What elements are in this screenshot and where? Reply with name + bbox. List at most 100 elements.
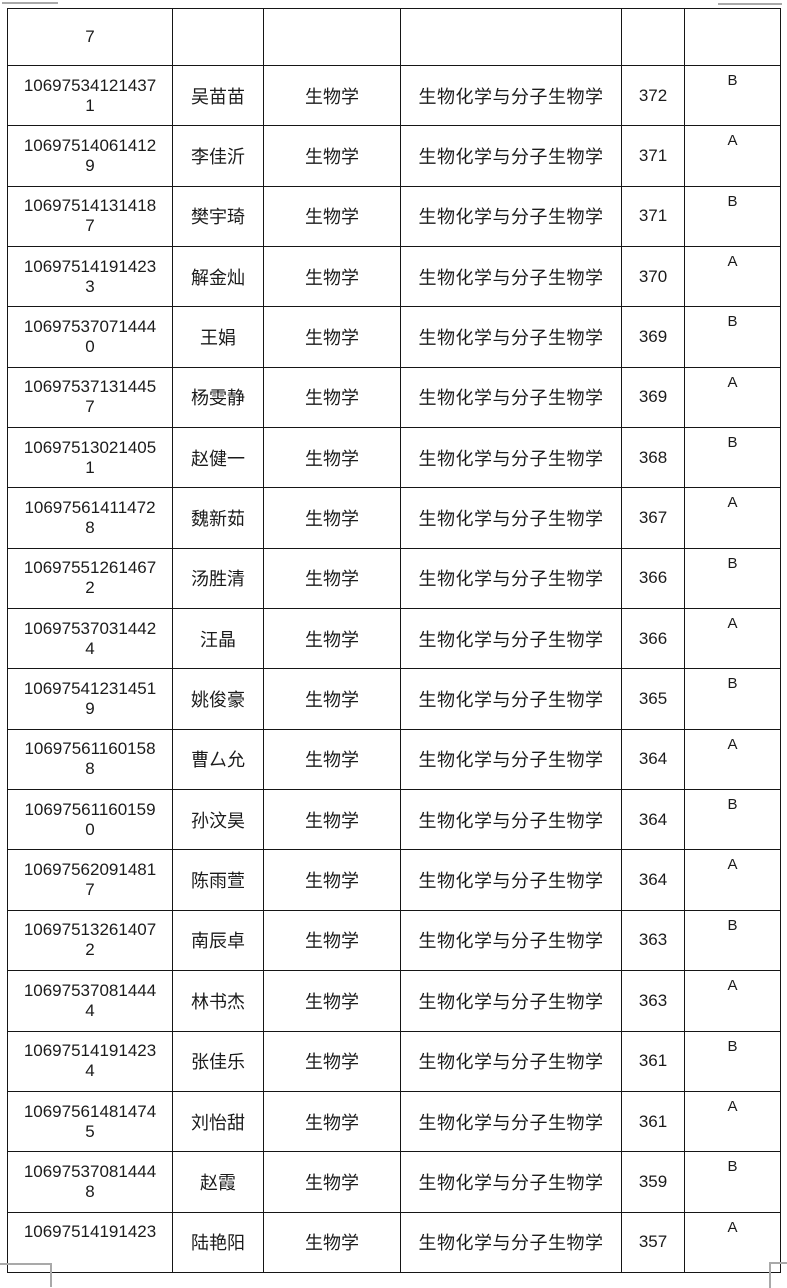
subject-cell[interactable]: 生物化学与分子生物学	[400, 1090, 622, 1153]
grade-cell[interactable]: B	[684, 64, 781, 127]
name-cell[interactable]: 南辰卓	[172, 909, 264, 972]
score-cell[interactable]: 364	[621, 728, 685, 791]
subject-cell[interactable]: 生物化学与分子生物学	[400, 909, 622, 972]
score-cell[interactable]: 364	[621, 849, 685, 911]
name-cell[interactable]: 解金灿	[172, 246, 264, 308]
student-id-cell[interactable]: 10697537081444 4	[7, 970, 173, 1032]
grade-cell[interactable]: B	[684, 185, 781, 248]
name-cell[interactable]: 樊宇琦	[172, 185, 264, 248]
score-cell[interactable]: 363	[621, 970, 685, 1032]
major-cell[interactable]: 生物学	[263, 185, 401, 248]
name-cell[interactable]: 汪晶	[172, 608, 264, 670]
student-id-cell[interactable]: 10697514191423 3	[7, 246, 173, 308]
subject-cell[interactable]: 生物化学与分子生物学	[400, 608, 622, 670]
grade-cell[interactable]: B	[684, 668, 781, 730]
name-cell[interactable]: 王娟	[172, 306, 264, 368]
selection-handle-bottom-left[interactable]	[0, 1263, 52, 1287]
score-cell[interactable]: 366	[621, 608, 685, 670]
score-cell[interactable]: 366	[621, 547, 685, 610]
grade-cell[interactable]: A	[684, 366, 781, 429]
grade-cell[interactable]: A	[684, 1211, 781, 1273]
major-cell[interactable]: 生物学	[263, 1030, 401, 1092]
grade-cell[interactable]: A	[684, 487, 781, 549]
score-cell[interactable]: 357	[621, 1211, 685, 1273]
score-cell[interactable]: 369	[621, 306, 685, 368]
subject-cell[interactable]: 生物化学与分子生物学	[400, 1151, 622, 1213]
grade-cell[interactable]: B	[684, 1151, 781, 1213]
subject-cell[interactable]: 生物化学与分子生物学	[400, 366, 622, 429]
major-cell[interactable]: 生物学	[263, 306, 401, 368]
major-cell[interactable]: 生物学	[263, 849, 401, 911]
score-cell[interactable]: 368	[621, 427, 685, 489]
subject-cell[interactable]: 生物化学与分子生物学	[400, 547, 622, 610]
grade-cell[interactable]	[684, 8, 781, 66]
grade-cell[interactable]: A	[684, 849, 781, 911]
major-cell[interactable]: 生物学	[263, 125, 401, 187]
grade-cell[interactable]: B	[684, 1030, 781, 1092]
major-cell[interactable]: 生物学	[263, 1090, 401, 1153]
grade-cell[interactable]: A	[684, 246, 781, 308]
subject-cell[interactable]: 生物化学与分子生物学	[400, 487, 622, 549]
subject-cell[interactable]: 生物化学与分子生物学	[400, 728, 622, 791]
name-cell[interactable]: 孙汶昊	[172, 789, 264, 851]
subject-cell[interactable]	[400, 8, 622, 66]
grade-cell[interactable]: A	[684, 1090, 781, 1153]
grade-cell[interactable]: B	[684, 547, 781, 610]
score-cell[interactable]: 365	[621, 668, 685, 730]
name-cell[interactable]: 曹厶允	[172, 728, 264, 791]
major-cell[interactable]: 生物学	[263, 608, 401, 670]
grade-cell[interactable]: A	[684, 608, 781, 670]
score-cell[interactable]: 363	[621, 909, 685, 972]
name-cell[interactable]	[172, 8, 264, 66]
student-id-cell[interactable]: 10697513261407 2	[7, 909, 173, 972]
student-id-cell[interactable]: 10697514131418 7	[7, 185, 173, 248]
major-cell[interactable]: 生物学	[263, 728, 401, 791]
subject-cell[interactable]: 生物化学与分子生物学	[400, 849, 622, 911]
student-id-cell[interactable]: 7	[7, 8, 173, 66]
selection-handle-top-left[interactable]	[2, 2, 58, 4]
student-id-cell[interactable]: 10697514191423	[7, 1211, 173, 1273]
name-cell[interactable]: 赵健一	[172, 427, 264, 489]
student-id-cell[interactable]: 10697562091481 7	[7, 849, 173, 911]
major-cell[interactable]: 生物学	[263, 1151, 401, 1213]
grade-cell[interactable]: A	[684, 970, 781, 1032]
score-cell[interactable]: 367	[621, 487, 685, 549]
name-cell[interactable]: 陈雨萱	[172, 849, 264, 911]
score-cell[interactable]: 359	[621, 1151, 685, 1213]
student-id-cell[interactable]: 10697561481474 5	[7, 1090, 173, 1153]
score-cell[interactable]: 361	[621, 1030, 685, 1092]
grade-cell[interactable]: B	[684, 909, 781, 972]
student-id-cell[interactable]: 10697514191423 4	[7, 1030, 173, 1092]
major-cell[interactable]: 生物学	[263, 547, 401, 610]
major-cell[interactable]: 生物学	[263, 668, 401, 730]
student-id-cell[interactable]: 10697551261467 2	[7, 547, 173, 610]
major-cell[interactable]: 生物学	[263, 487, 401, 549]
major-cell[interactable]	[263, 8, 401, 66]
subject-cell[interactable]: 生物化学与分子生物学	[400, 970, 622, 1032]
score-cell[interactable]: 371	[621, 125, 685, 187]
subject-cell[interactable]: 生物化学与分子生物学	[400, 125, 622, 187]
student-id-cell[interactable]: 10697537131445 7	[7, 366, 173, 429]
name-cell[interactable]: 杨雯静	[172, 366, 264, 429]
selection-handle-bottom-right[interactable]	[769, 1262, 787, 1288]
score-cell[interactable]	[621, 8, 685, 66]
student-id-cell[interactable]: 10697537081444 8	[7, 1151, 173, 1213]
subject-cell[interactable]: 生物化学与分子生物学	[400, 668, 622, 730]
score-cell[interactable]: 371	[621, 185, 685, 248]
major-cell[interactable]: 生物学	[263, 366, 401, 429]
score-cell[interactable]: 372	[621, 64, 685, 127]
score-cell[interactable]: 369	[621, 366, 685, 429]
subject-cell[interactable]: 生物化学与分子生物学	[400, 1030, 622, 1092]
name-cell[interactable]: 刘怡甜	[172, 1090, 264, 1153]
student-id-cell[interactable]: 10697513021405 1	[7, 427, 173, 489]
score-cell[interactable]: 370	[621, 246, 685, 308]
student-id-cell[interactable]: 10697561160159 0	[7, 789, 173, 851]
major-cell[interactable]: 生物学	[263, 246, 401, 308]
grade-cell[interactable]: B	[684, 306, 781, 368]
subject-cell[interactable]: 生物化学与分子生物学	[400, 1211, 622, 1273]
name-cell[interactable]: 赵霞	[172, 1151, 264, 1213]
major-cell[interactable]: 生物学	[263, 427, 401, 489]
name-cell[interactable]: 林书杰	[172, 970, 264, 1032]
major-cell[interactable]: 生物学	[263, 970, 401, 1032]
student-id-cell[interactable]: 10697537071444 0	[7, 306, 173, 368]
